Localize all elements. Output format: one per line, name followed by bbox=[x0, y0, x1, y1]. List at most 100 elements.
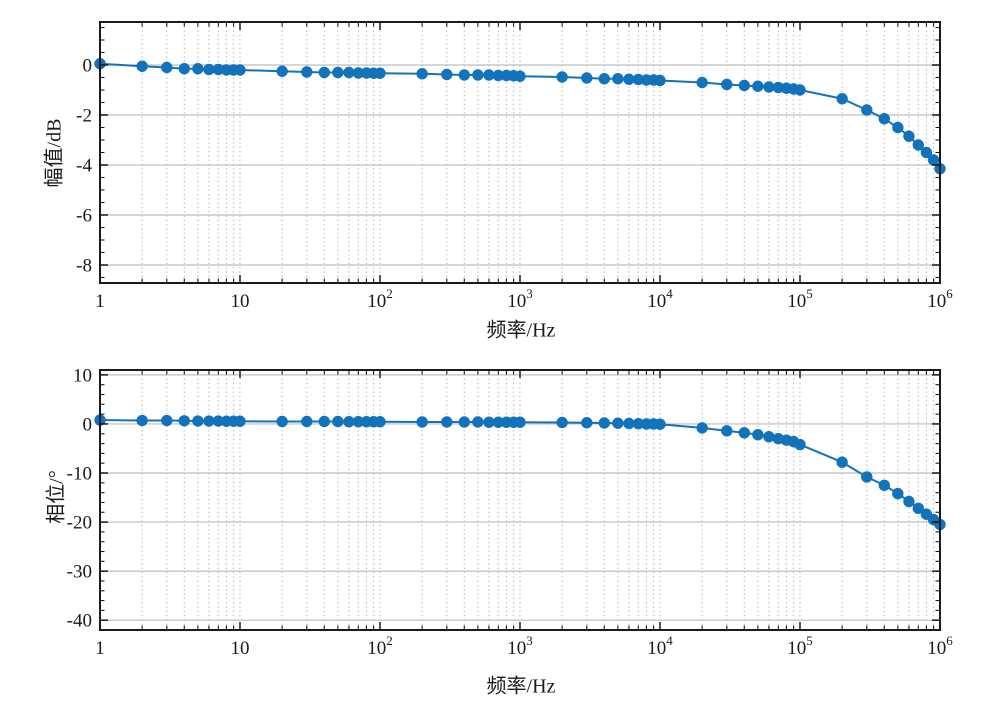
data-point bbox=[763, 431, 775, 443]
x-tick-label: 104 bbox=[647, 633, 673, 659]
x-tick-label: 104 bbox=[647, 286, 673, 312]
data-point bbox=[234, 64, 246, 76]
data-point bbox=[794, 438, 806, 451]
data-point bbox=[203, 415, 215, 427]
data-point bbox=[234, 415, 246, 427]
data-point bbox=[301, 66, 313, 78]
data-point bbox=[738, 79, 750, 92]
magnitude-x-axis-label: 频率/Hz bbox=[486, 319, 556, 342]
data-point bbox=[794, 84, 806, 96]
data-point bbox=[192, 415, 204, 427]
y-tick-label: -4 bbox=[76, 156, 92, 177]
x-tick-label: 10 bbox=[231, 638, 250, 659]
data-point bbox=[903, 495, 915, 508]
x-tick-label: 106 bbox=[927, 633, 953, 659]
x-tick-label: 1 bbox=[95, 638, 105, 659]
x-tick-label: 105 bbox=[787, 286, 813, 312]
data-point bbox=[458, 416, 470, 428]
data-point bbox=[343, 416, 355, 428]
data-point bbox=[416, 68, 428, 80]
data-point bbox=[301, 415, 313, 428]
phase-tick-labels: 1 10 102 103 104 105 106 10 0 -10 -20 -30 -40 bbox=[67, 365, 954, 659]
data-point bbox=[836, 456, 848, 468]
data-point bbox=[927, 154, 940, 166]
y-tick-label: 0 bbox=[83, 56, 93, 77]
data-point bbox=[318, 415, 330, 428]
data-point bbox=[332, 66, 344, 79]
x-tick-label: 103 bbox=[507, 286, 533, 312]
phase-x-axis-label: 频率/Hz bbox=[486, 675, 556, 698]
data-point bbox=[374, 67, 386, 79]
data-point bbox=[374, 416, 386, 428]
data-point bbox=[514, 416, 526, 428]
data-point bbox=[878, 479, 890, 491]
y-tick-label: -6 bbox=[76, 206, 92, 227]
x-tick-label: 10 bbox=[231, 291, 250, 312]
data-point bbox=[920, 146, 933, 159]
data-point bbox=[556, 71, 568, 83]
data-point bbox=[581, 417, 593, 429]
y-tick-label: -2 bbox=[76, 106, 92, 127]
data-point bbox=[136, 414, 148, 427]
data-point bbox=[696, 422, 708, 434]
y-tick-label: -20 bbox=[67, 513, 92, 534]
data-point bbox=[318, 66, 330, 79]
data-point bbox=[612, 73, 624, 85]
phase-response bbox=[94, 414, 946, 531]
magnitude-plot: 1 10 102 103 104 105 106 0 -2 -4 -6 -8 bbox=[76, 21, 953, 313]
data-point bbox=[441, 416, 453, 428]
x-tick-label: 102 bbox=[367, 633, 393, 659]
data-point bbox=[738, 427, 750, 439]
x-tick-label: 103 bbox=[507, 633, 533, 659]
data-point bbox=[483, 416, 495, 428]
magnitude-horizontal-grid bbox=[100, 64, 940, 266]
data-point bbox=[752, 80, 764, 92]
data-point bbox=[912, 502, 925, 515]
y-tick-label: -40 bbox=[67, 611, 92, 632]
data-point bbox=[276, 415, 288, 428]
y-tick-label: 10 bbox=[73, 365, 92, 386]
data-point bbox=[721, 78, 733, 91]
data-point bbox=[721, 425, 733, 437]
phase-plot: 1 10 102 103 104 105 106 10 0 -10 -20 -30 -40 bbox=[67, 365, 954, 659]
data-point bbox=[136, 60, 148, 72]
data-point bbox=[632, 73, 645, 86]
data-point bbox=[203, 63, 215, 76]
data-point bbox=[352, 67, 365, 79]
data-point bbox=[492, 416, 505, 428]
magnitude-ticks bbox=[99, 22, 941, 283]
data-point bbox=[161, 414, 173, 427]
phase-vertical-grid bbox=[141, 370, 935, 630]
x-tick-label: 105 bbox=[787, 633, 813, 659]
data-point bbox=[178, 63, 190, 75]
data-point bbox=[581, 72, 593, 84]
data-point bbox=[654, 74, 666, 87]
magnitude-tick-labels: 1 10 102 103 104 105 106 0 -2 -4 -6 -8 bbox=[76, 56, 953, 313]
data-point bbox=[161, 61, 173, 74]
data-point bbox=[654, 418, 666, 430]
data-point bbox=[623, 417, 635, 430]
data-point bbox=[878, 113, 890, 125]
data-point bbox=[514, 70, 526, 82]
data-point bbox=[903, 130, 915, 142]
data-point bbox=[352, 416, 365, 428]
x-tick-label: 106 bbox=[927, 286, 953, 312]
data-point bbox=[483, 69, 495, 81]
y-tick-label: 0 bbox=[83, 414, 93, 435]
y-tick-label: -30 bbox=[67, 562, 92, 583]
data-point bbox=[912, 139, 925, 151]
data-point bbox=[441, 68, 453, 81]
x-tick-label: 1 bbox=[95, 291, 105, 312]
data-point bbox=[632, 418, 645, 430]
data-point bbox=[458, 69, 470, 81]
data-point bbox=[598, 417, 610, 429]
data-point bbox=[892, 487, 904, 500]
phase-y-axis-label: 相位/° bbox=[45, 470, 68, 524]
y-tick-label: -10 bbox=[67, 464, 92, 485]
data-point bbox=[192, 63, 204, 75]
data-point bbox=[892, 121, 904, 134]
magnitude-response bbox=[94, 58, 946, 175]
data-point bbox=[332, 415, 344, 428]
data-point bbox=[763, 81, 775, 93]
